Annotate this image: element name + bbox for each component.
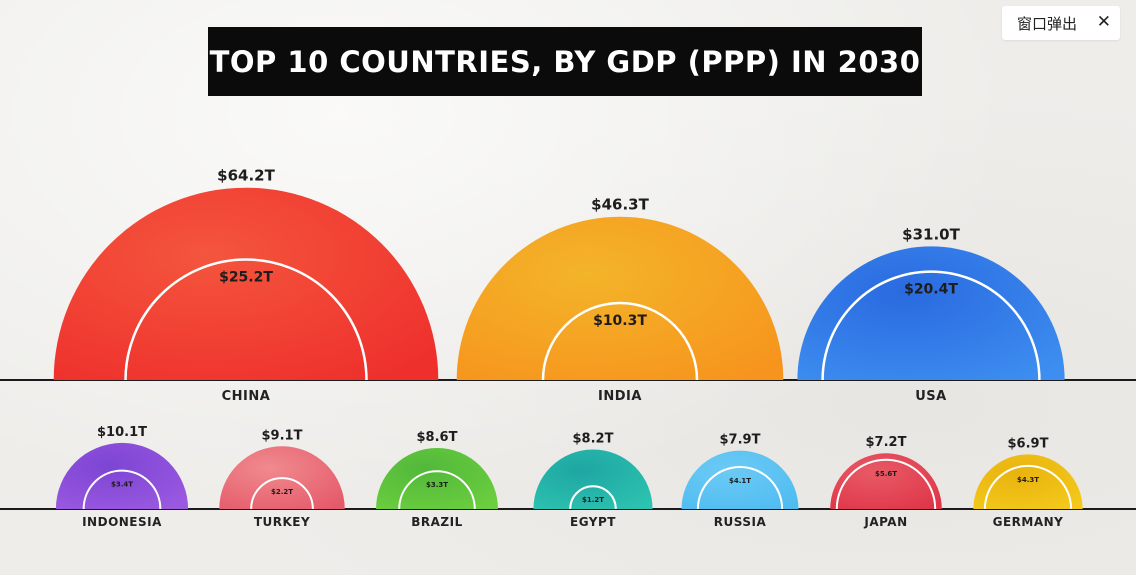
egypt-inner-arc: [569, 485, 617, 510]
china-inner-arc: [124, 258, 368, 381]
russia-outer-semicircle: [681, 450, 799, 509]
chart-title: TOP 10 COUNTRIES, BY GDP (PPP) IN 2030: [208, 27, 922, 96]
india-outer-value: $46.3T: [591, 196, 649, 214]
germany-country-label: GERMANY: [993, 515, 1064, 529]
china-outer-semicircle: [53, 187, 439, 380]
brazil-country-label: BRAZIL: [411, 515, 463, 529]
indonesia-inner-arc: [82, 469, 162, 510]
egypt-outer-value: $8.2T: [573, 431, 614, 446]
germany-outer-value: $6.9T: [1008, 436, 1049, 451]
russia-inner-value: $4.1T: [729, 477, 751, 485]
china-outer-value: $64.2T: [217, 167, 275, 185]
indonesia-outer-value: $10.1T: [97, 425, 147, 440]
germany-inner-value: $4.3T: [1017, 476, 1039, 484]
egypt-inner-value: $1.2T: [582, 496, 604, 504]
usa-inner-value: $20.4T: [904, 282, 958, 298]
brazil-inner-arc: [398, 470, 476, 510]
turkey-country-label: TURKEY: [254, 515, 310, 529]
popup-window-label: 窗口弹出: [1017, 14, 1078, 33]
china-country-label: CHINA: [222, 389, 271, 404]
brazil-outer-semicircle: [376, 448, 498, 509]
brazil-inner-value: $3.3T: [426, 481, 448, 489]
turkey-inner-arc: [250, 477, 314, 510]
india-outer-semicircle: [456, 216, 784, 380]
popup-window-button[interactable]: 窗口弹出 ✕: [1002, 6, 1120, 40]
usa-country-label: USA: [915, 389, 946, 404]
japan-outer-semicircle: [830, 453, 942, 509]
brazil-outer-value: $8.6T: [417, 430, 458, 445]
india-country-label: INDIA: [598, 389, 642, 404]
egypt-country-label: EGYPT: [570, 515, 616, 529]
germany-outer-semicircle: [973, 454, 1083, 509]
indonesia-inner-value: $3.4T: [111, 481, 133, 489]
japan-inner-arc: [835, 458, 937, 510]
usa-outer-semicircle: [797, 246, 1065, 380]
usa-outer-value: $31.0T: [902, 225, 960, 243]
germany-inner-arc: [983, 465, 1073, 510]
china-inner-value: $25.2T: [219, 270, 273, 286]
russia-inner-arc: [696, 465, 784, 510]
india-inner-arc: [541, 301, 699, 381]
turkey-outer-value: $9.1T: [262, 428, 303, 443]
indonesia-outer-semicircle: [55, 442, 189, 509]
turkey-inner-value: $2.2T: [271, 488, 293, 496]
egypt-outer-semicircle: [533, 449, 653, 509]
russia-outer-value: $7.9T: [720, 433, 761, 448]
russia-country-label: RUSSIA: [714, 515, 767, 529]
usa-inner-arc: [821, 270, 1041, 381]
india-inner-value: $10.3T: [593, 313, 647, 329]
japan-inner-value: $5.6T: [875, 470, 897, 478]
close-icon[interactable]: ✕: [1096, 12, 1111, 32]
indonesia-country-label: INDONESIA: [82, 515, 162, 529]
japan-outer-value: $7.2T: [866, 435, 907, 450]
japan-country-label: JAPAN: [863, 515, 907, 529]
